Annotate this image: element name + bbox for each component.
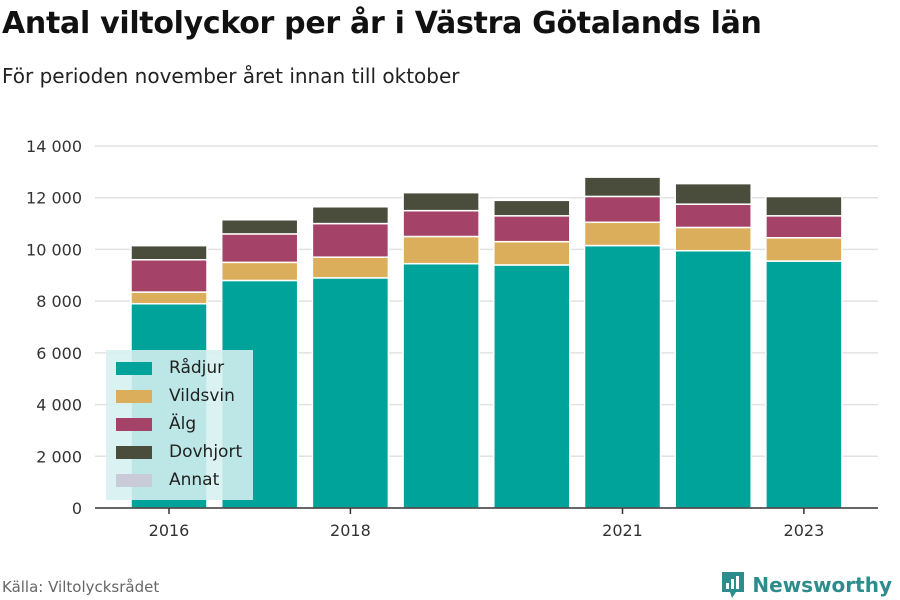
legend-label: Dovhjort bbox=[169, 442, 243, 462]
legend-item: Rådjur bbox=[106, 354, 253, 382]
x-tick-label: 2021 bbox=[602, 521, 643, 540]
newsworthy-logo-icon bbox=[722, 572, 745, 598]
bar-segment bbox=[674, 249, 752, 509]
bar-segment bbox=[674, 226, 752, 252]
bar-segment bbox=[311, 256, 390, 279]
bar-segment bbox=[402, 190, 480, 194]
legend-label: Älg bbox=[169, 414, 197, 434]
bar-segment bbox=[493, 215, 571, 243]
bar-segment bbox=[765, 194, 843, 198]
bar-segment bbox=[765, 195, 843, 217]
legend-label: Vildsvin bbox=[169, 386, 235, 406]
bar-segment bbox=[311, 222, 390, 258]
legend-item: Dovhjort bbox=[106, 438, 253, 466]
y-tick-label: 2 000 bbox=[36, 447, 82, 466]
y-tick-label: 0 bbox=[72, 499, 82, 518]
bar-segment bbox=[402, 209, 480, 238]
bar-segment bbox=[583, 195, 662, 224]
bar-segment bbox=[402, 262, 480, 509]
legend-label: Annat bbox=[169, 470, 220, 490]
legend-item: Vildsvin bbox=[106, 382, 253, 410]
bar-segment bbox=[311, 277, 390, 509]
y-tick-label: 8 000 bbox=[36, 292, 82, 311]
legend-item: Älg bbox=[106, 410, 253, 438]
brand-name: Newsworthy bbox=[752, 573, 892, 597]
y-tick-label: 6 000 bbox=[36, 344, 82, 363]
chart-title: Antal viltolyckor per år i Västra Götala… bbox=[2, 6, 762, 41]
bar-segment bbox=[583, 244, 662, 509]
bar-segment bbox=[674, 203, 752, 229]
x-axis-ticks: 2016 2018 2021 2023 bbox=[149, 508, 825, 540]
bar-segment bbox=[493, 240, 571, 266]
bar-segment bbox=[765, 260, 843, 509]
bar-segment bbox=[311, 204, 390, 208]
bar-segment bbox=[130, 243, 208, 247]
legend-swatch bbox=[116, 417, 152, 431]
bar-segment bbox=[220, 261, 299, 282]
bar-segment bbox=[493, 198, 571, 202]
bar-segment bbox=[765, 215, 843, 239]
legend-swatch bbox=[116, 473, 152, 487]
x-tick-label: 2018 bbox=[330, 521, 371, 540]
brand-logo: Newsworthy bbox=[720, 570, 892, 600]
bar-segment bbox=[311, 206, 390, 225]
bar-segment bbox=[583, 174, 662, 178]
bar-segment bbox=[130, 244, 208, 261]
y-tick-label: 4 000 bbox=[36, 396, 82, 415]
x-tick-label: 2016 bbox=[149, 521, 190, 540]
legend-swatch bbox=[116, 389, 152, 403]
y-tick-label: 10 000 bbox=[26, 240, 82, 259]
bar-segment bbox=[130, 259, 208, 293]
bar-segment bbox=[583, 176, 662, 198]
chart-subtitle: För perioden november året innan till ok… bbox=[2, 64, 460, 88]
legend-swatch bbox=[116, 361, 152, 375]
chart-legend: Rådjur Vildsvin Älg Dovhjort Annat bbox=[106, 350, 253, 500]
bar-segment bbox=[220, 217, 299, 221]
bar-segment bbox=[130, 291, 208, 305]
legend-swatch bbox=[116, 445, 152, 459]
bar-segment bbox=[583, 221, 662, 247]
bar-segment bbox=[402, 191, 480, 212]
bar-segment bbox=[220, 218, 299, 235]
y-axis-tick-labels: 0 2 000 4 000 6 000 8 000 10 000 12 000 14 000 bbox=[26, 137, 82, 518]
bar-segment bbox=[493, 264, 571, 509]
bar-segment bbox=[674, 182, 752, 205]
bar-segment bbox=[493, 199, 571, 217]
bar-segment bbox=[765, 237, 843, 262]
bar-segment bbox=[402, 235, 480, 265]
y-tick-label: 14 000 bbox=[26, 137, 82, 156]
bar-segment bbox=[674, 181, 752, 185]
x-tick-label: 2023 bbox=[784, 521, 825, 540]
y-tick-label: 12 000 bbox=[26, 189, 82, 208]
source-note: Källa: Viltolycksrådet bbox=[2, 578, 160, 596]
legend-label: Rådjur bbox=[169, 358, 225, 378]
bar-segment bbox=[220, 233, 299, 264]
legend-item: Annat bbox=[106, 466, 253, 494]
